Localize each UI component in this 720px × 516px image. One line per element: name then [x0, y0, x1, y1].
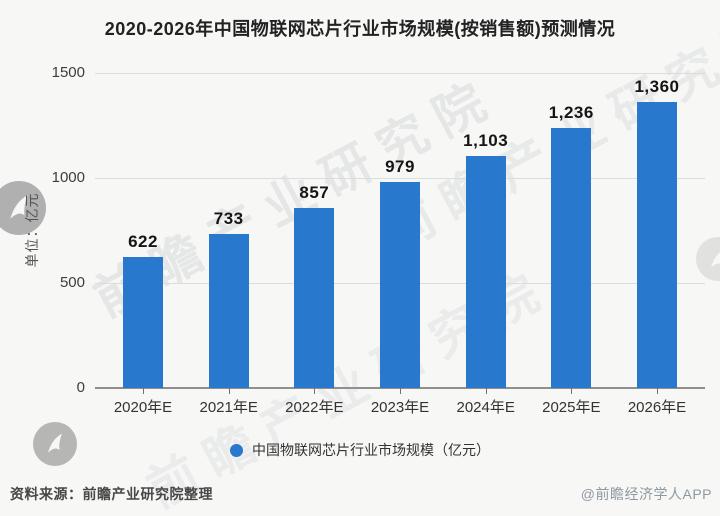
- gridline-1000: [95, 178, 705, 179]
- x-axis-label: 2023年E: [370, 399, 430, 416]
- bar-value-label: 733: [213, 209, 244, 229]
- x-tick: [228, 388, 230, 394]
- gridline-1500: [95, 73, 705, 74]
- y-axis-title: 单位：亿元: [24, 192, 40, 268]
- bar-value-label: 857: [299, 183, 330, 202]
- x-axis-label: 2020年E: [113, 399, 173, 416]
- y-tick-label: 1000: [51, 169, 85, 186]
- legend: 中国物联网芯片行业市场规模（亿元）: [0, 440, 720, 460]
- y-tick-label: 0: [76, 379, 85, 396]
- x-tick: [143, 388, 144, 394]
- bar-value-label: 622: [128, 232, 158, 252]
- x-axis-label: 2022年E: [285, 399, 344, 416]
- bar-value-label: 1,236: [548, 103, 594, 123]
- bar-value-label: 1,103: [463, 131, 509, 151]
- x-tick: [314, 388, 316, 394]
- bar-value-label: 979: [385, 157, 415, 177]
- bar-2026: [637, 102, 677, 388]
- legend-label: 中国物联网芯片行业市场规模（亿元）: [252, 442, 490, 458]
- bar-2023: [380, 182, 420, 388]
- bar-group-2022: 857: [271, 183, 357, 388]
- x-tick: [485, 388, 487, 394]
- bar-group-2021: 733: [186, 209, 272, 388]
- bar-2020: [123, 257, 163, 388]
- credit-text: @前瞻经济学人APP: [580, 486, 712, 502]
- x-tick: [657, 388, 658, 394]
- bar-2022: [294, 208, 335, 388]
- data-source-text: 资料来源：前瞻产业研究院整理: [10, 486, 213, 502]
- y-tick-label: 1500: [51, 64, 85, 81]
- bar-2021: [208, 234, 249, 388]
- bar-value-label: 1,360: [634, 77, 680, 97]
- x-axis-label: 2024年E: [456, 399, 515, 416]
- bar-group-2020: 622: [100, 232, 186, 388]
- x-axis-label: 2025年E: [542, 399, 601, 416]
- bar-2025: [551, 128, 592, 388]
- x-tick: [400, 388, 401, 394]
- bar-group-2024: 1,103: [443, 131, 529, 388]
- bar-group-2025: 1,236: [528, 103, 614, 388]
- x-axis-label: 2021年E: [199, 399, 258, 416]
- bar-group-2026: 1,360: [614, 77, 700, 388]
- x-tick: [571, 388, 573, 394]
- x-axis-label: 2026年E: [627, 399, 687, 416]
- bar-2024: [465, 156, 506, 388]
- legend-marker-icon: [230, 443, 243, 457]
- chart-title: 2020-2026年中国物联网芯片行业市场规模(按销售额)预测情况: [104, 19, 616, 39]
- bar-group-2023: 979: [357, 157, 443, 388]
- y-tick-label: 500: [59, 274, 85, 291]
- footer: 资料来源：前瞻产业研究院整理 @前瞻经济学人APP: [10, 484, 712, 504]
